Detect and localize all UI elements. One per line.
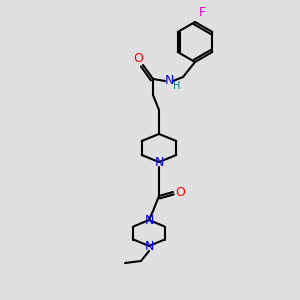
Text: F: F [198,5,206,19]
Text: O: O [175,185,185,199]
Text: N: N [144,239,154,253]
Text: O: O [133,52,143,65]
Text: N: N [154,155,164,169]
Text: N: N [144,214,154,226]
Text: H: H [173,81,181,91]
Text: N: N [164,74,174,88]
